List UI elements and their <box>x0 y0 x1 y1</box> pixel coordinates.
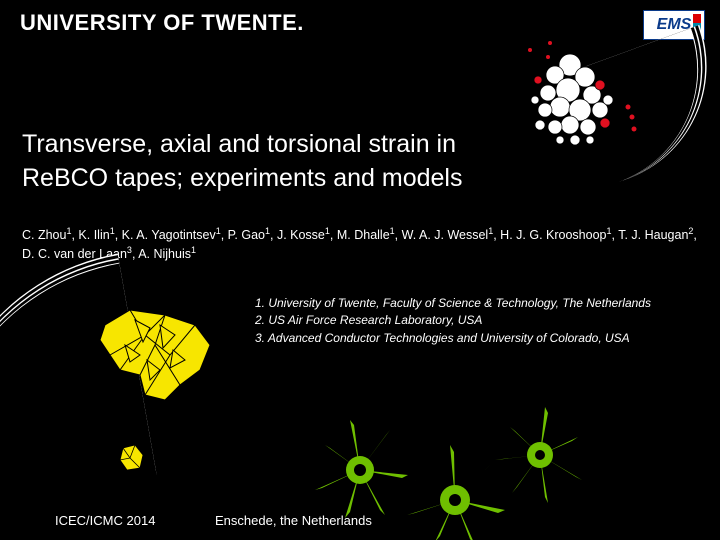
yellow-crystal-small-graphic <box>115 440 150 475</box>
presentation-title: Transverse, axial and torsional strain i… <box>22 128 463 196</box>
author-list: C. Zhou1, K. Ilin1, K. A. Yagotintsev1, … <box>22 225 698 264</box>
affiliation-3: 3. Advanced Conductor Technologies and U… <box>255 330 651 347</box>
affiliation-1: 1. University of Twente, Faculty of Scie… <box>255 295 651 312</box>
circle-cluster-graphic <box>500 35 650 155</box>
footer-location: Enschede, the Netherlands <box>215 513 372 528</box>
yellow-crystal-graphic <box>85 300 235 410</box>
university-header: UNIVERSITY OF TWENTE. <box>20 10 304 36</box>
affiliations: 1. University of Twente, Faculty of Scie… <box>255 295 651 347</box>
title-line-2: ReBCO tapes; experiments and models <box>22 162 463 196</box>
footer-conference: ICEC/ICMC 2014 <box>55 513 155 528</box>
ems-logo-stripe <box>693 14 701 36</box>
affiliation-2: 2. US Air Force Research Laboratory, USA <box>255 312 651 329</box>
title-line-1: Transverse, axial and torsional strain i… <box>22 128 463 162</box>
